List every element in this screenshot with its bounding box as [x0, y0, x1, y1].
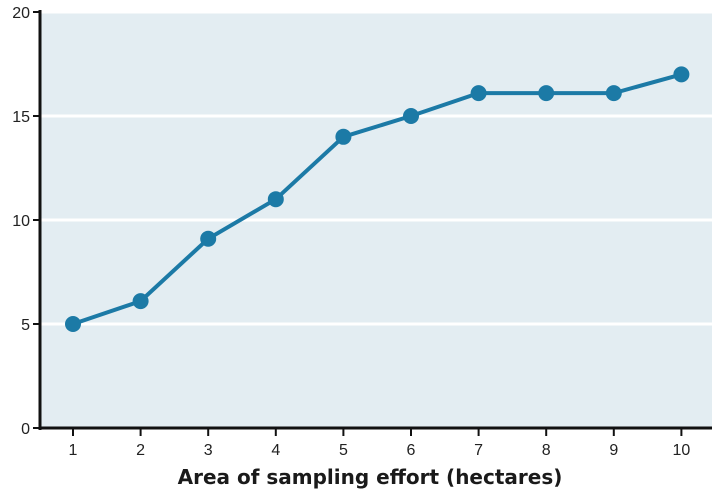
x-tick-label-5: 5 — [339, 442, 348, 459]
x-tick-label-6: 6 — [407, 442, 416, 459]
data-point-3 — [200, 230, 217, 247]
x-tick-label-7: 7 — [474, 442, 483, 459]
y-axis-ticks: 0 5 10 15 20 — [12, 5, 40, 438]
data-point-5 — [335, 128, 352, 145]
y-tick-label-15: 15 — [12, 109, 30, 126]
x-tick-label-3: 3 — [204, 442, 213, 459]
x-tick-label-2: 2 — [136, 442, 145, 459]
y-tick-label-20: 20 — [12, 5, 30, 22]
gridlines — [40, 10, 712, 326]
x-tick-label-9: 9 — [609, 442, 618, 459]
data-point-2 — [132, 293, 149, 310]
x-tick-label-4: 4 — [271, 442, 280, 459]
x-tick-label-8: 8 — [542, 442, 551, 459]
data-point-7 — [470, 85, 487, 102]
data-point-4 — [267, 191, 284, 208]
series-line-0 — [71, 72, 684, 326]
y-tick-label-10: 10 — [12, 213, 30, 230]
data-point-9 — [605, 85, 622, 102]
x-axis-title: Area of sampling effort (hectares) — [178, 465, 563, 489]
y-tick-label-0: 0 — [21, 421, 30, 438]
data-point-8 — [538, 85, 555, 102]
x-axis-ticks: 1 2 3 4 5 6 7 8 9 10 — [69, 428, 691, 459]
x-tick-label-1: 1 — [69, 442, 78, 459]
series-group — [65, 66, 690, 332]
x-tick-label-10: 10 — [673, 442, 691, 459]
data-point-6 — [403, 108, 419, 124]
data-point-1 — [65, 316, 81, 332]
data-point-10 — [673, 66, 690, 83]
y-tick-label-5: 5 — [21, 317, 30, 334]
